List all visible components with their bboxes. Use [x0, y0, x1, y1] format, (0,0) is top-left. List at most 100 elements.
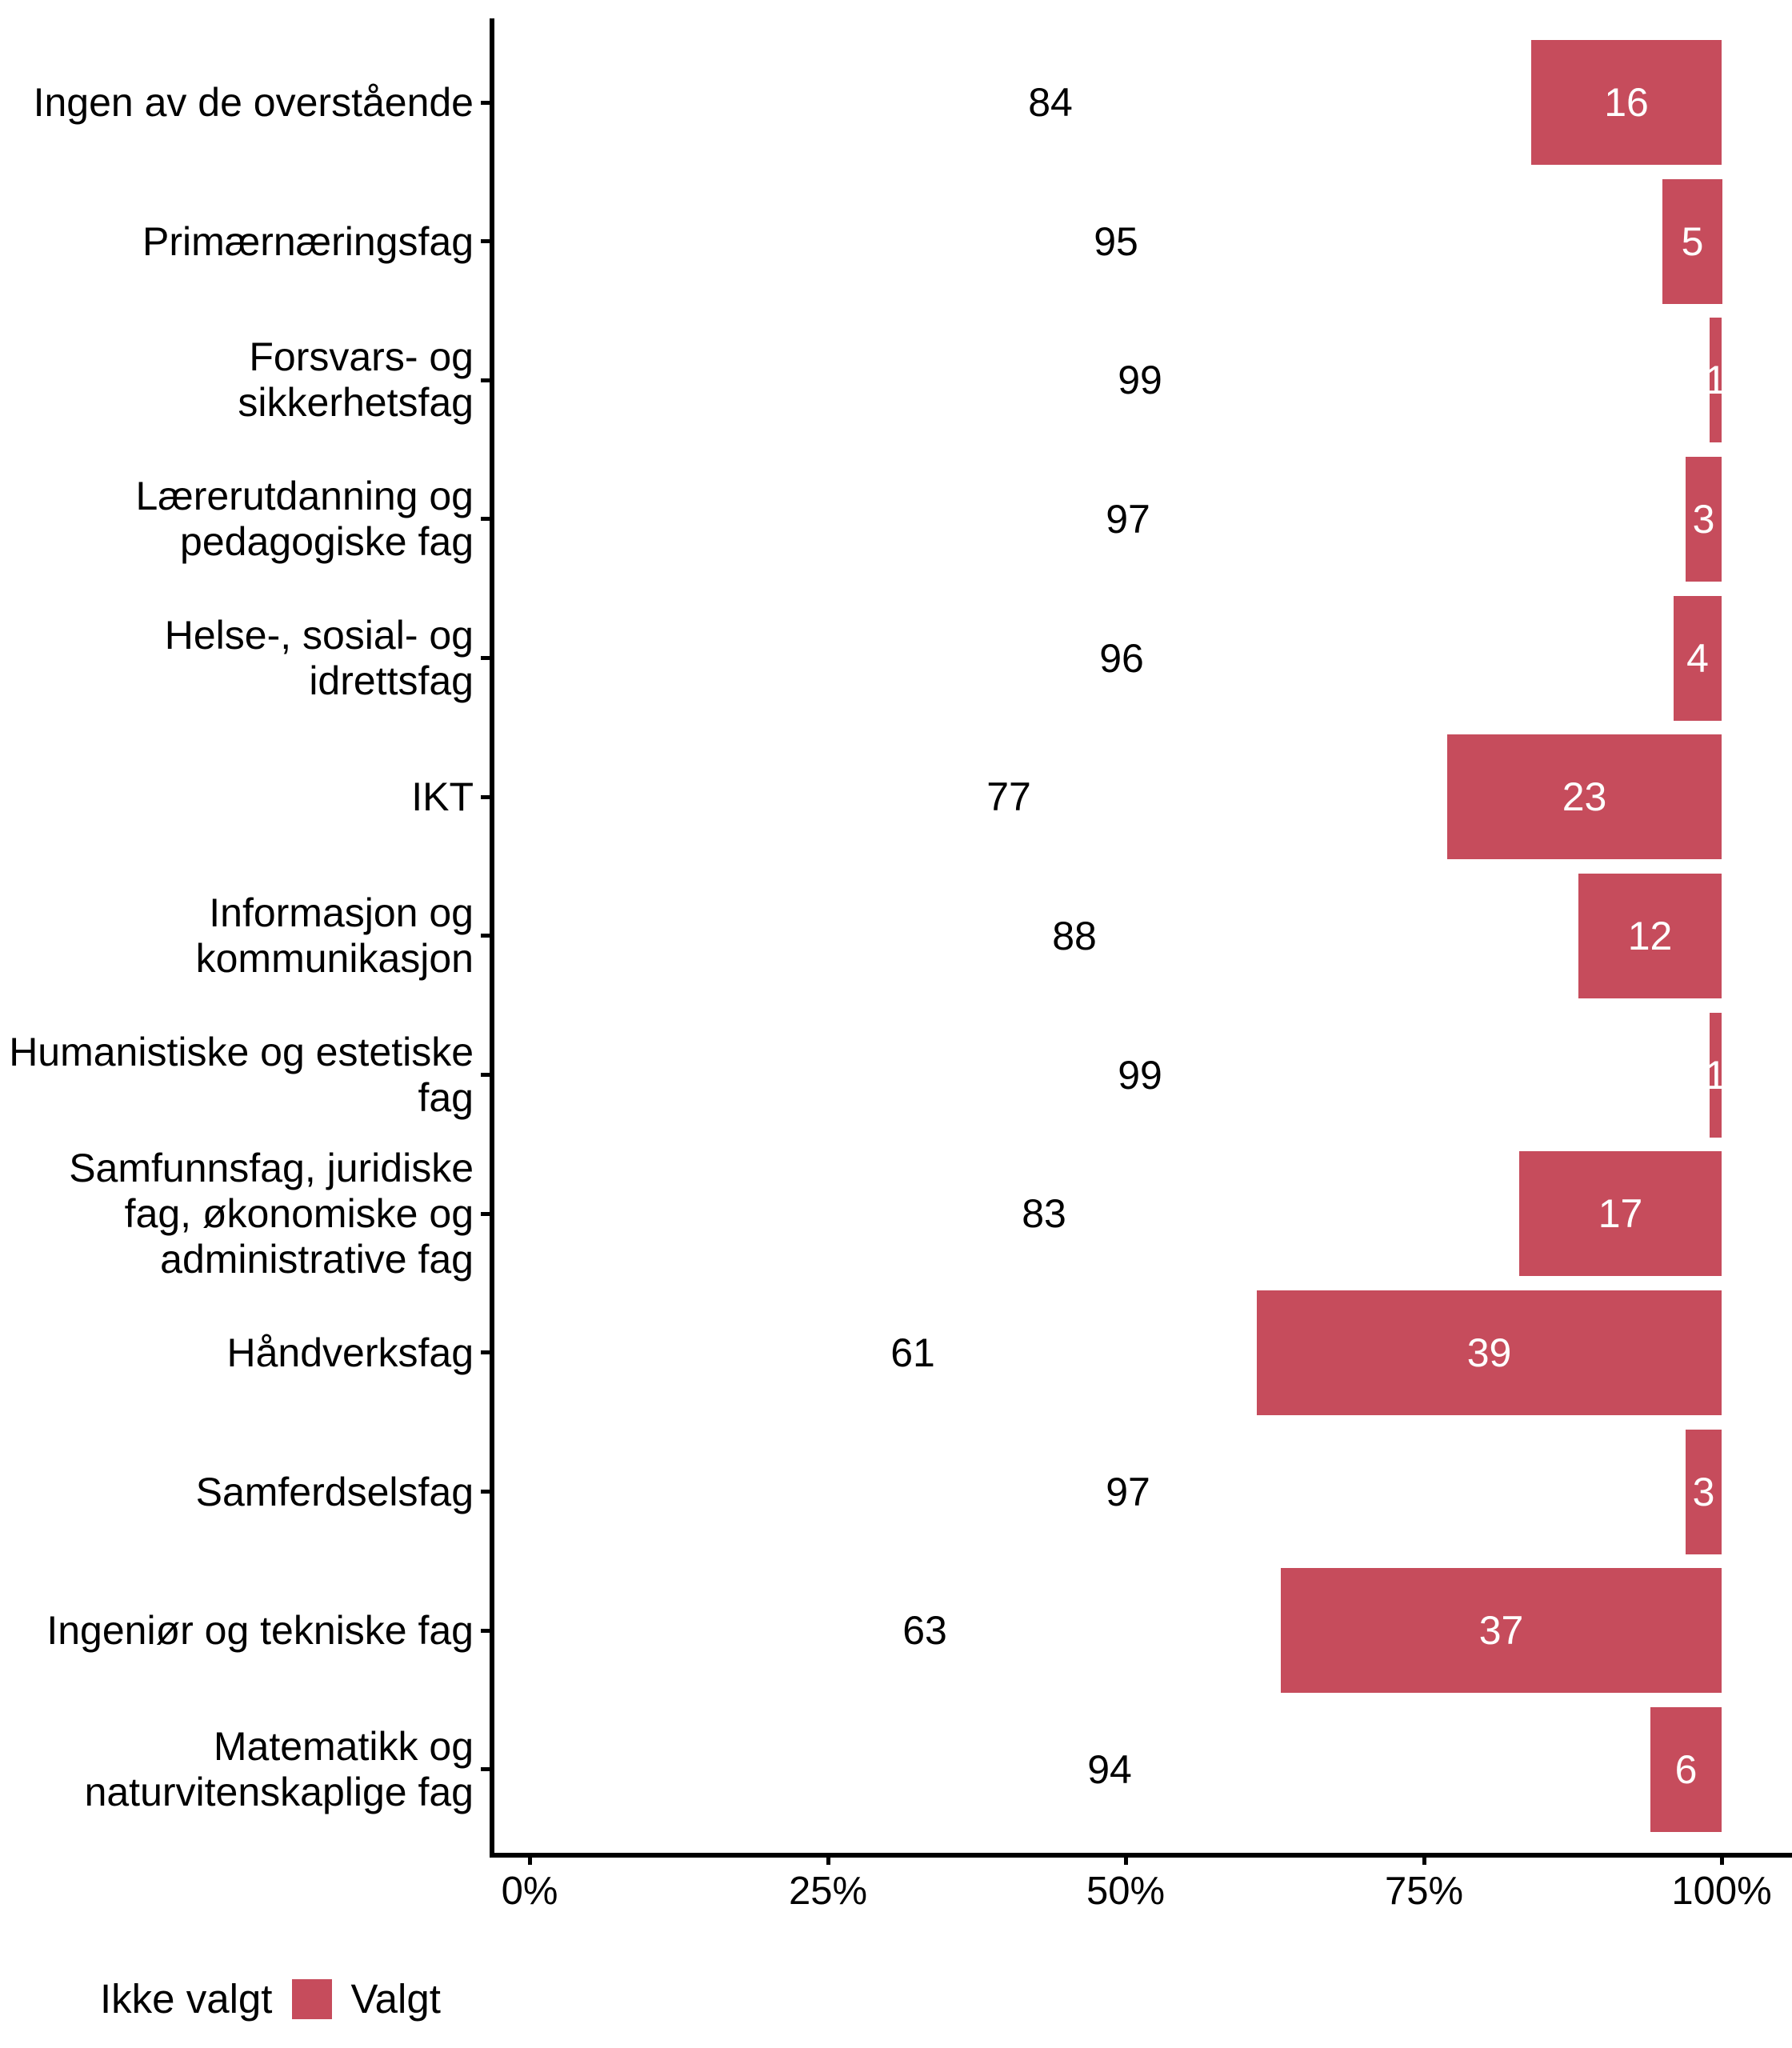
x-axis-line [490, 1853, 1792, 1858]
category-label-text: Lærerutdanning og pedagogiske fag [135, 474, 474, 564]
x-tick-mark [528, 1858, 532, 1865]
valgt-bar-segment: 3 [1686, 1430, 1722, 1554]
valgt-value: 17 [1598, 1191, 1643, 1236]
category-label: Forsvars- og sikkerhetsfag [0, 310, 474, 450]
ikke-valgt-value-label: 94 [1030, 1707, 1190, 1832]
ikke-valgt-value: 83 [1022, 1191, 1066, 1236]
ikke-valgt-value-label: 84 [970, 40, 1130, 165]
ikke-valgt-value-label: 99 [1060, 1013, 1220, 1138]
category-label-text: Samfunnsfag, juridiske fag, økonomiske o… [69, 1145, 474, 1282]
ikke-valgt-value: 88 [1052, 914, 1097, 958]
ikke-valgt-value-label: 61 [833, 1290, 993, 1415]
y-tick-mark [481, 1767, 490, 1771]
ikke-valgt-value: 97 [1106, 1470, 1150, 1514]
category-label: IKT [0, 727, 474, 866]
valgt-bar-segment: 12 [1578, 874, 1722, 998]
y-tick-mark [481, 1073, 490, 1077]
x-tick-mark [826, 1858, 830, 1865]
y-tick-mark [481, 1350, 490, 1354]
legend-label-ikke-valgt: Ikke valgt [100, 1976, 273, 2022]
y-tick-mark [481, 239, 490, 243]
category-label: Lærerutdanning og pedagogiske fag [0, 450, 474, 589]
valgt-value: 5 [1681, 219, 1704, 264]
ikke-valgt-value: 63 [902, 1608, 947, 1653]
valgt-bar-segment: 23 [1447, 734, 1722, 859]
ikke-valgt-value-label: 83 [964, 1151, 1124, 1276]
legend-key-valgt [292, 1978, 333, 2019]
ikke-valgt-value-label: 97 [1048, 457, 1208, 582]
category-label-text: Ingeniør og tekniske fag [46, 1607, 474, 1653]
valgt-bar-segment: 1 [1710, 318, 1722, 442]
valgt-bar-segment: 5 [1662, 179, 1722, 304]
ikke-valgt-value-label: 96 [1042, 596, 1202, 721]
category-label: Informasjon og kommunikasjon [0, 866, 474, 1006]
legend-label-valgt: Valgt [350, 1976, 441, 2022]
category-label: Samferdselsfag [0, 1422, 474, 1562]
y-tick-mark [481, 101, 490, 105]
y-axis-line [490, 18, 494, 1858]
legend: Ikke valgt Valgt [42, 1975, 441, 2022]
y-tick-mark [481, 795, 490, 799]
valgt-value: 23 [1562, 774, 1607, 819]
category-label-text: Primærnæringsfag [142, 218, 474, 264]
valgt-bar-segment: 1 [1710, 1013, 1722, 1138]
ikke-valgt-value: 84 [1028, 80, 1073, 125]
valgt-value: 4 [1686, 636, 1709, 681]
category-label: Samfunnsfag, juridiske fag, økonomiske o… [0, 1144, 474, 1283]
y-tick-mark [481, 1629, 490, 1633]
valgt-value: 1 [1710, 358, 1722, 402]
ikke-valgt-value: 99 [1118, 1053, 1162, 1098]
valgt-value: 12 [1627, 914, 1673, 958]
y-tick-mark [481, 1490, 490, 1494]
category-label-text: Forsvars- og sikkerhetsfag [238, 334, 474, 425]
valgt-value: 16 [1604, 80, 1649, 125]
ikke-valgt-value-label: 88 [994, 874, 1154, 998]
category-label: Ingen av de overstående [0, 33, 474, 172]
category-label-text: Informasjon og kommunikasjon [195, 890, 474, 981]
valgt-bar-segment: 4 [1674, 596, 1722, 721]
category-label-text: Ingen av de overstående [33, 79, 474, 125]
ikke-valgt-value: 94 [1087, 1747, 1132, 1792]
category-label: Ingeniør og tekniske fag [0, 1561, 474, 1700]
x-tick-label: 75% [1384, 1870, 1464, 1913]
ikke-valgt-value-label: 97 [1048, 1430, 1208, 1554]
y-tick-mark [481, 656, 490, 660]
valgt-value: 39 [1466, 1330, 1512, 1375]
category-label: Helse-, sosial- og idrettsfag [0, 589, 474, 728]
ikke-valgt-value: 95 [1094, 219, 1138, 264]
x-tick-mark [1720, 1858, 1724, 1865]
category-label-text: Samferdselsfag [195, 1469, 474, 1514]
ikke-valgt-value-label: 95 [1036, 179, 1196, 304]
category-label-text: IKT [411, 774, 474, 819]
x-tick-label: 50% [1086, 1870, 1166, 1913]
valgt-bar-segment: 16 [1531, 40, 1722, 165]
valgt-bar-segment: 17 [1519, 1151, 1722, 1276]
category-label-text: Humanistiske og estetiske fag [9, 1030, 474, 1120]
category-label: Primærnæringsfag [0, 172, 474, 311]
valgt-bar-segment: 37 [1281, 1568, 1722, 1693]
ikke-valgt-value: 97 [1106, 497, 1150, 542]
category-label: Håndverksfag [0, 1283, 474, 1422]
category-label-text: Håndverksfag [226, 1330, 474, 1375]
ikke-valgt-value-label: 99 [1060, 318, 1220, 442]
ikke-valgt-value-label: 63 [845, 1568, 1005, 1693]
valgt-value: 3 [1692, 497, 1715, 542]
ikke-valgt-value: 99 [1118, 358, 1162, 402]
y-tick-mark [481, 378, 490, 382]
valgt-bar-segment: 39 [1257, 1290, 1722, 1415]
x-tick-label: 25% [788, 1870, 868, 1913]
ikke-valgt-value: 96 [1099, 636, 1144, 681]
x-tick-label: 0% [501, 1870, 558, 1913]
valgt-value: 3 [1692, 1470, 1715, 1514]
ikke-valgt-value: 77 [986, 774, 1031, 819]
ikke-valgt-value-label: 77 [929, 734, 1089, 859]
valgt-bar-segment: 6 [1650, 1707, 1722, 1832]
y-tick-mark [481, 517, 490, 521]
x-tick-mark [1124, 1858, 1128, 1865]
valgt-value: 6 [1674, 1747, 1698, 1792]
category-label: Humanistiske og estetiske fag [0, 1006, 474, 1145]
category-label: Matematikk og naturvitenskaplige fag [0, 1700, 474, 1839]
valgt-value: 37 [1478, 1608, 1524, 1653]
y-tick-mark [481, 934, 490, 938]
